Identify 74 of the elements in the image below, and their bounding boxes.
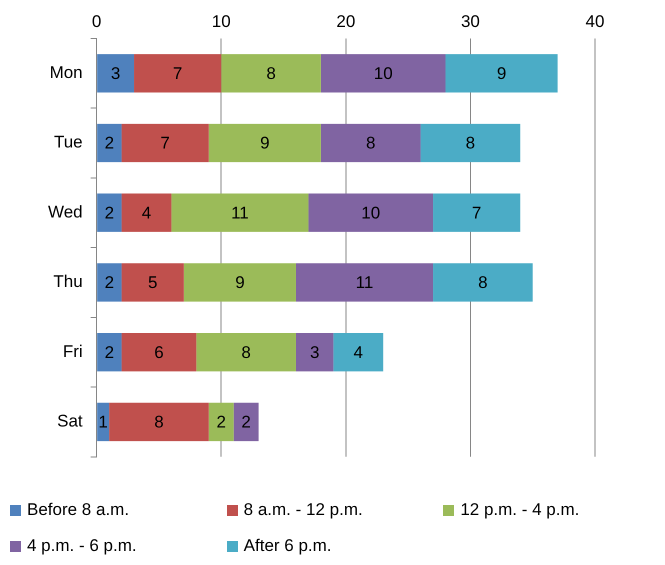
- bar: [320, 124, 421, 162]
- x-tick-label: 20: [336, 12, 356, 31]
- data-label: 7: [172, 64, 182, 83]
- data-label: 2: [104, 342, 114, 362]
- bar: [221, 54, 321, 92]
- y-tick-label: Fri: [62, 342, 83, 361]
- data-label: 2: [104, 273, 114, 292]
- bar: [97, 54, 134, 92]
- bar: [97, 402, 110, 442]
- y-tick-label: Mon: [50, 62, 83, 82]
- bar: [122, 124, 209, 162]
- bar: [171, 194, 308, 232]
- data-label: 9: [235, 273, 245, 292]
- bar: [122, 263, 184, 302]
- data-label: 2: [216, 412, 226, 432]
- legend-label: 4 p.m. - 6 p.m.: [27, 536, 137, 556]
- data-label: 4: [354, 342, 364, 362]
- bar: [97, 263, 122, 302]
- data-label: 8: [366, 134, 376, 153]
- legend-label: 12 p.m. - 4 p.m.: [460, 500, 580, 520]
- data-label: 1: [98, 412, 108, 432]
- y-tick-label: Sat: [57, 412, 83, 431]
- bar: [333, 333, 384, 372]
- data-label: 9: [260, 134, 270, 153]
- data-label: 2: [104, 203, 114, 222]
- data-label: 8: [241, 342, 251, 362]
- data-label: 10: [361, 203, 380, 222]
- bar: [296, 263, 434, 302]
- data-label: 8: [154, 412, 164, 432]
- data-label: 3: [310, 342, 320, 362]
- bar: [308, 194, 434, 232]
- bar: [433, 263, 533, 302]
- data-label: 2: [104, 134, 114, 153]
- data-label: 8: [466, 134, 476, 153]
- bar: [433, 194, 520, 232]
- bar: [208, 402, 234, 442]
- data-label: 8: [266, 64, 276, 83]
- legend-label: 8 a.m. - 12 p.m.: [244, 500, 363, 520]
- bar: [109, 402, 209, 442]
- data-label: 7: [472, 203, 482, 222]
- bar: [97, 124, 122, 162]
- bar: [97, 194, 122, 232]
- bar: [134, 54, 222, 92]
- data-label: 6: [154, 342, 164, 362]
- bar: [97, 333, 122, 372]
- bar: [234, 402, 259, 442]
- legend-label: After 6 p.m.: [244, 536, 332, 556]
- data-label: 4: [142, 203, 152, 222]
- data-label: 7: [160, 134, 170, 153]
- bar: [196, 333, 296, 372]
- data-label: 3: [110, 64, 120, 83]
- x-tick-label: 10: [212, 12, 231, 31]
- y-tick-label: Thu: [53, 272, 83, 292]
- data-label: 5: [148, 273, 158, 292]
- data-label: 9: [496, 64, 506, 83]
- data-label: 11: [356, 273, 374, 292]
- data-label: 10: [374, 64, 393, 83]
- x-tick-label: 30: [460, 12, 480, 31]
- y-tick-label: Tue: [54, 132, 83, 152]
- bar: [445, 54, 558, 92]
- bar: [420, 124, 520, 162]
- bar: [184, 263, 296, 302]
- data-label: 2: [241, 412, 251, 432]
- x-tick-label: 40: [586, 12, 604, 31]
- data-label: 11: [231, 203, 249, 222]
- bar: [296, 333, 334, 372]
- legend-label: Before 8 a.m.: [27, 500, 130, 520]
- y-tick-label: Wed: [48, 202, 83, 222]
- bar: [208, 124, 321, 162]
- data-label: 8: [478, 273, 488, 292]
- bar: [320, 54, 446, 92]
- bar: [122, 333, 196, 372]
- x-tick-label: 0: [92, 12, 102, 31]
- bar: [122, 194, 172, 232]
